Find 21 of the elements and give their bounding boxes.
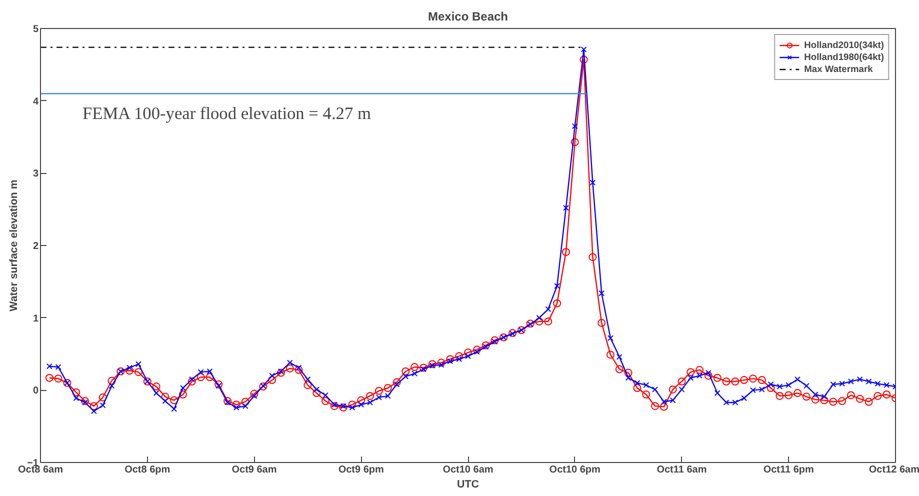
y-tick-label: 5: [32, 24, 39, 35]
y-axis-title: Water surface elevation m: [8, 180, 20, 312]
x-tick-label: Oct10 6am: [442, 464, 494, 476]
x-tick-label: Oct12 6am: [868, 464, 919, 476]
y-tick-label: 4: [32, 96, 39, 108]
y-tick-label: 1: [32, 313, 39, 324]
legend-label: Holland1980(64kt): [804, 51, 884, 63]
x-tick-label: Oct9 6am: [232, 464, 277, 476]
y-tick-label: 0: [32, 386, 39, 397]
x-tick-label: Oct11 6am: [656, 464, 707, 476]
legend-label: Max Watermark: [804, 63, 873, 75]
x-tick-label: Oct10 6pm: [549, 464, 601, 476]
x-tick-label: Oct11 6pm: [763, 464, 814, 476]
chart-title: Mexico Beach: [428, 10, 508, 24]
y-tick-label: 3: [32, 168, 39, 180]
x-tick-label: Oct8 6pm: [124, 464, 170, 476]
legend-label: Holland2010(34kt): [804, 39, 884, 51]
x-tick-label: Oct9 6pm: [338, 464, 384, 476]
y-tick-label: 2: [32, 241, 39, 252]
annotation: FEMA 100-year flood elevation = 4.27 m: [82, 104, 372, 123]
x-axis-title: UTC: [457, 478, 480, 490]
